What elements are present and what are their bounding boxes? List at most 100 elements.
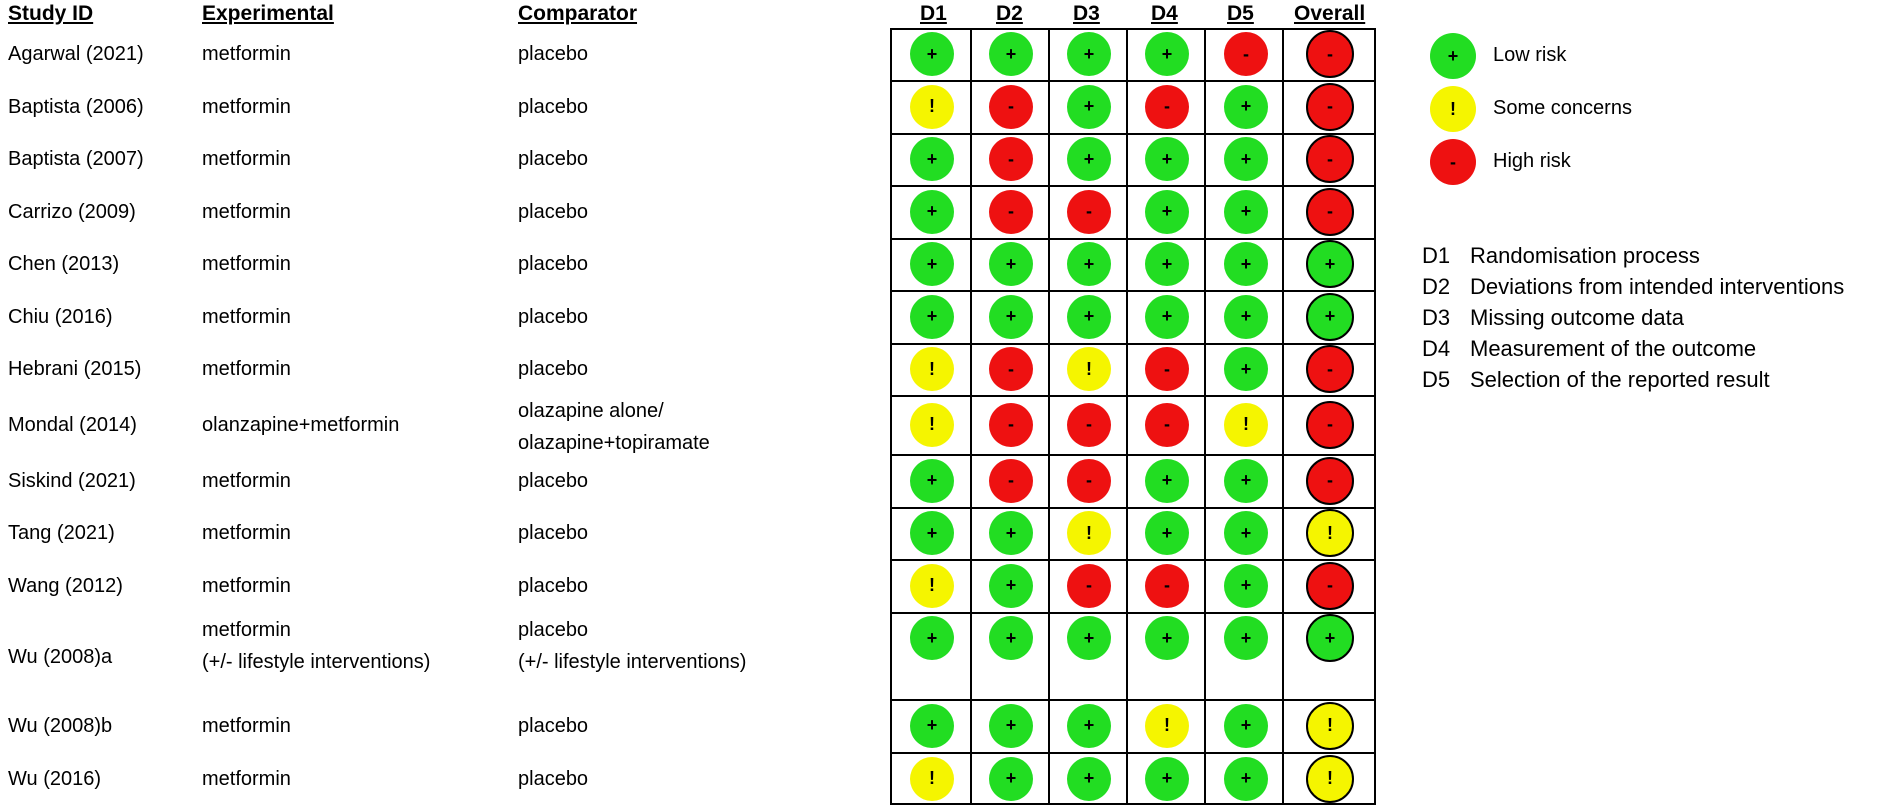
grid-vline [1204, 28, 1206, 805]
d5-low-marker: + [1224, 703, 1268, 748]
overall-high-marker: - [1306, 400, 1354, 449]
d4-high-marker: - [1145, 84, 1189, 129]
d3-low-marker: + [1067, 32, 1111, 76]
d3-low-marker: + [1067, 294, 1111, 339]
overall-high-marker: - [1306, 30, 1354, 78]
d5-low-marker: + [1224, 616, 1268, 660]
d4-low-marker: + [1145, 458, 1189, 503]
experimental-text: metformin [202, 358, 291, 380]
d2-high-marker: - [989, 137, 1033, 181]
d4-high-marker: - [1145, 563, 1189, 608]
comparator-text: placebo [518, 767, 589, 790]
header-d4: D4 [1151, 2, 1178, 25]
d5-low-marker: + [1224, 563, 1268, 608]
domain-code: D3 [1422, 305, 1451, 330]
comparator-text: placebo [518, 574, 589, 597]
overall-high-marker: - [1306, 82, 1354, 131]
study-id: Chen (2013) [8, 253, 120, 275]
study-id: Chiu (2016) [8, 305, 113, 328]
header-d2: D2 [996, 2, 1023, 25]
d4-low-marker: + [1145, 511, 1189, 555]
experimental-text: metformin [202, 469, 291, 492]
overall-some-marker: ! [1306, 701, 1354, 750]
d2-low-marker: + [989, 616, 1033, 660]
d1-low-marker: + [910, 511, 954, 555]
legend-label: Low risk [1493, 44, 1567, 66]
comparator-text: placebo [518, 522, 589, 544]
experimental-text: metformin [202, 253, 291, 275]
d2-low-marker: + [989, 242, 1033, 286]
experimental-text: metformin [202, 714, 291, 737]
header-d3: D3 [1073, 2, 1100, 25]
d4-high-marker: - [1145, 402, 1189, 447]
d1-some-marker: ! [910, 563, 954, 608]
d3-low-marker: + [1067, 756, 1111, 801]
d1-low-marker: + [910, 703, 954, 748]
d3-some-marker: ! [1067, 347, 1111, 391]
d3-low-marker: + [1067, 137, 1111, 181]
header-comparator: Comparator [518, 2, 638, 25]
grid-vline [1048, 28, 1050, 805]
domain-code: D5 [1422, 367, 1451, 392]
study-id: Baptista (2007) [8, 148, 144, 170]
d2-high-marker: - [989, 347, 1033, 391]
grid-hline [890, 238, 1376, 240]
grid-vline [1126, 28, 1128, 805]
experimental-text: metformin [202, 200, 291, 223]
experimental-text: metformin [202, 522, 291, 544]
overall-high-marker: - [1306, 187, 1354, 236]
experimental-text: metformin [202, 95, 291, 118]
legend-high-marker: - [1430, 139, 1476, 185]
d4-low-marker: + [1145, 756, 1189, 801]
d4-low-marker: + [1145, 137, 1189, 181]
header-experimental: Experimental [202, 2, 334, 25]
d3-low-marker: + [1067, 84, 1111, 129]
d1-low-marker: + [910, 458, 954, 503]
d5-low-marker: + [1224, 242, 1268, 286]
legend-low-marker: + [1430, 33, 1476, 79]
d3-some-marker: ! [1067, 511, 1111, 555]
legend-some-marker: ! [1430, 86, 1476, 132]
study-id: Mondal (2014) [8, 413, 137, 436]
domain-description: Selection of the reported result [1470, 367, 1770, 392]
grid-hline [890, 559, 1376, 561]
study-id: Agarwal (2021) [8, 43, 144, 65]
d2-low-marker: + [989, 563, 1033, 608]
d2-low-marker: + [989, 756, 1033, 801]
d1-some-marker: ! [910, 402, 954, 447]
comparator-text: placebo [518, 95, 589, 118]
comparator-text: placebo [518, 305, 589, 328]
grid-hline [890, 28, 1376, 30]
d1-some-marker: ! [910, 347, 954, 391]
d5-low-marker: + [1224, 511, 1268, 555]
overall-high-marker: - [1306, 345, 1354, 393]
study-id: Siskind (2021) [8, 469, 136, 492]
legend-label: High risk [1493, 150, 1571, 172]
d1-low-marker: + [910, 294, 954, 339]
d5-low-marker: + [1224, 137, 1268, 181]
domain-description: Randomisation process [1470, 243, 1700, 268]
d2-high-marker: - [989, 189, 1033, 234]
experimental-text: metformin [202, 148, 291, 170]
comparator-text: placebo [518, 469, 589, 492]
comparator-text: placebo [518, 714, 589, 737]
study-id: Wu (2016) [8, 767, 102, 790]
comparator-text: (+/- lifestyle interventions) [518, 651, 747, 673]
d4-low-marker: + [1145, 32, 1189, 76]
d4-low-marker: + [1145, 242, 1189, 286]
domain-description: Measurement of the outcome [1470, 336, 1757, 361]
header-study-id: Study ID [8, 2, 94, 25]
d1-low-marker: + [910, 32, 954, 76]
grid-hline [890, 507, 1376, 509]
comparator-text: olazapine alone/ [518, 400, 664, 422]
grid-hline [890, 343, 1376, 345]
d2-high-marker: - [989, 84, 1033, 129]
d4-some-marker: ! [1145, 703, 1189, 748]
overall-high-marker: - [1306, 135, 1354, 183]
study-id: Carrizo (2009) [8, 200, 136, 223]
comparator-text: placebo [518, 43, 589, 65]
comparator-text: placebo [518, 358, 589, 380]
header-d5: D5 [1227, 2, 1254, 25]
experimental-text: metformin [202, 619, 291, 641]
comparator-text: placebo [518, 148, 589, 170]
